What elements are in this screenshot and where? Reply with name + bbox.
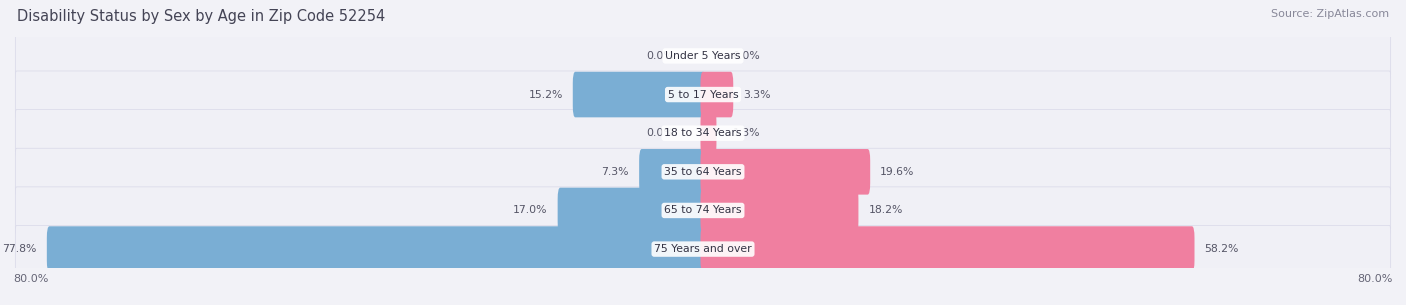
Text: 58.2%: 58.2% — [1205, 244, 1239, 254]
FancyBboxPatch shape — [640, 149, 706, 195]
Text: 0.0%: 0.0% — [645, 51, 673, 61]
FancyBboxPatch shape — [15, 225, 1391, 273]
Text: 0.0%: 0.0% — [645, 128, 673, 138]
FancyBboxPatch shape — [700, 110, 717, 156]
Text: Disability Status by Sex by Age in Zip Code 52254: Disability Status by Sex by Age in Zip C… — [17, 9, 385, 24]
Text: 3.3%: 3.3% — [744, 90, 770, 99]
FancyBboxPatch shape — [15, 148, 1391, 196]
FancyBboxPatch shape — [15, 187, 1391, 234]
Text: 0.0%: 0.0% — [733, 51, 761, 61]
FancyBboxPatch shape — [700, 226, 1195, 272]
FancyBboxPatch shape — [558, 188, 706, 233]
Text: 17.0%: 17.0% — [513, 206, 547, 215]
Text: 35 to 64 Years: 35 to 64 Years — [664, 167, 742, 177]
FancyBboxPatch shape — [46, 226, 706, 272]
FancyBboxPatch shape — [700, 149, 870, 195]
Text: 18 to 34 Years: 18 to 34 Years — [664, 128, 742, 138]
Text: Under 5 Years: Under 5 Years — [665, 51, 741, 61]
Text: 19.6%: 19.6% — [880, 167, 915, 177]
FancyBboxPatch shape — [572, 72, 706, 117]
Text: 77.8%: 77.8% — [3, 244, 37, 254]
Text: 7.3%: 7.3% — [602, 167, 628, 177]
FancyBboxPatch shape — [15, 71, 1391, 118]
Text: 75 Years and over: 75 Years and over — [654, 244, 752, 254]
Text: 15.2%: 15.2% — [529, 90, 562, 99]
Text: 5 to 17 Years: 5 to 17 Years — [668, 90, 738, 99]
FancyBboxPatch shape — [700, 72, 734, 117]
Text: Source: ZipAtlas.com: Source: ZipAtlas.com — [1271, 9, 1389, 19]
FancyBboxPatch shape — [15, 109, 1391, 157]
FancyBboxPatch shape — [15, 32, 1391, 80]
Text: 1.3%: 1.3% — [733, 128, 759, 138]
Text: 18.2%: 18.2% — [869, 206, 903, 215]
Text: 65 to 74 Years: 65 to 74 Years — [664, 206, 742, 215]
FancyBboxPatch shape — [700, 188, 859, 233]
